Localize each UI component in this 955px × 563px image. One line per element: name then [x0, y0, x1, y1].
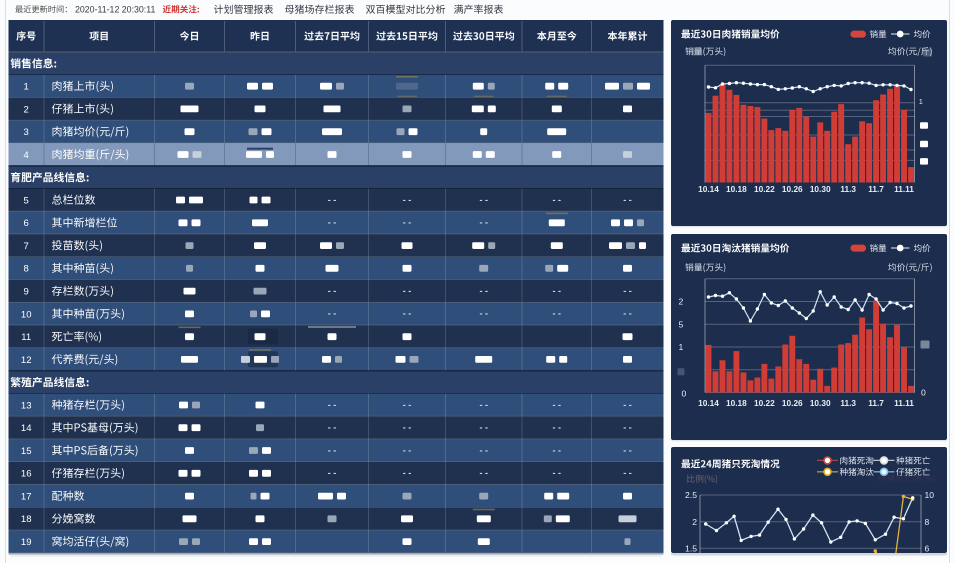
- svg-text:- -: - -: [623, 286, 632, 296]
- svg-text:10.26: 10.26: [782, 398, 803, 408]
- svg-text:- -: - -: [403, 286, 412, 296]
- svg-text:- -: - -: [623, 400, 632, 410]
- svg-text:0: 0: [682, 389, 687, 399]
- svg-text:1: 1: [679, 342, 684, 352]
- svg-text:10.14: 10.14: [698, 398, 719, 408]
- svg-text:5: 5: [24, 195, 29, 206]
- svg-text:- -: - -: [480, 195, 489, 205]
- svg-text:15: 15: [21, 446, 32, 457]
- svg-text:10.14: 10.14: [698, 184, 719, 194]
- svg-text:9: 9: [24, 287, 29, 298]
- svg-text:10.30: 10.30: [810, 184, 831, 194]
- svg-text:- -: - -: [553, 309, 562, 319]
- svg-text:- -: - -: [553, 195, 562, 205]
- svg-text:- -: - -: [403, 195, 412, 205]
- svg-text:- -: - -: [403, 309, 412, 319]
- svg-text:11.3: 11.3: [840, 398, 856, 408]
- svg-text:- -: - -: [480, 400, 489, 410]
- svg-text:19: 19: [21, 537, 32, 548]
- svg-text:11.7: 11.7: [868, 184, 884, 194]
- svg-text:6: 6: [24, 218, 29, 229]
- svg-text:1.5: 1.5: [685, 543, 697, 553]
- svg-text:3: 3: [24, 127, 29, 138]
- svg-text:- -: - -: [328, 286, 337, 296]
- svg-text:- -: - -: [480, 445, 489, 455]
- svg-text:- -: - -: [328, 218, 337, 228]
- svg-text:- -: - -: [403, 468, 412, 478]
- svg-text:- -: - -: [403, 218, 412, 228]
- svg-text:5: 5: [679, 319, 684, 329]
- svg-text:- -: - -: [328, 400, 337, 410]
- svg-text:- -: - -: [553, 445, 562, 455]
- svg-text:10.30: 10.30: [810, 398, 831, 408]
- svg-text:11.11: 11.11: [894, 398, 914, 408]
- svg-text:- -: - -: [553, 286, 562, 296]
- svg-text:17: 17: [21, 492, 32, 503]
- svg-text:- -: - -: [328, 309, 337, 319]
- svg-text:- -: - -: [328, 468, 337, 478]
- svg-text:- -: - -: [623, 423, 632, 433]
- svg-text:2: 2: [24, 104, 29, 115]
- svg-text:10.18: 10.18: [726, 398, 747, 408]
- svg-text:10: 10: [21, 309, 32, 320]
- svg-text:- -: - -: [480, 286, 489, 296]
- svg-text:- -: - -: [480, 423, 489, 433]
- svg-text:11.11: 11.11: [894, 184, 914, 194]
- svg-text:- -: - -: [328, 423, 337, 433]
- svg-text:2: 2: [692, 517, 697, 527]
- svg-text:6: 6: [925, 543, 930, 553]
- svg-text:1: 1: [24, 82, 29, 93]
- svg-text:- -: - -: [623, 445, 632, 455]
- svg-text:11.3: 11.3: [840, 184, 856, 194]
- svg-text:- -: - -: [623, 309, 632, 319]
- svg-text:8: 8: [24, 264, 29, 275]
- svg-text:- -: - -: [328, 445, 337, 455]
- svg-text:- -: - -: [623, 195, 632, 205]
- svg-text:11.7: 11.7: [868, 398, 884, 408]
- svg-text:18: 18: [21, 514, 32, 525]
- svg-text:- -: - -: [480, 309, 489, 319]
- svg-text:10.22: 10.22: [754, 184, 775, 194]
- svg-text:2: 2: [679, 297, 684, 307]
- svg-text:0: 0: [921, 388, 926, 398]
- svg-text:10: 10: [925, 490, 935, 500]
- svg-text:12: 12: [21, 355, 32, 366]
- svg-text:4: 4: [24, 150, 29, 161]
- svg-text:10.18: 10.18: [726, 184, 747, 194]
- svg-text:- -: - -: [480, 468, 489, 478]
- svg-text:- -: - -: [403, 423, 412, 433]
- svg-text:16: 16: [21, 469, 32, 480]
- svg-text:- -: - -: [553, 423, 562, 433]
- svg-text:- -: - -: [403, 445, 412, 455]
- svg-text:7: 7: [24, 241, 29, 252]
- svg-text:1: 1: [919, 97, 923, 106]
- svg-text:14: 14: [21, 423, 32, 434]
- svg-text:8: 8: [925, 517, 930, 527]
- svg-text:10.22: 10.22: [754, 398, 775, 408]
- svg-text:- -: - -: [403, 400, 412, 410]
- svg-text:- -: - -: [553, 468, 562, 478]
- svg-text:2020-11-12 20:30:11: 2020-11-12 20:30:11: [75, 4, 155, 14]
- svg-text:11: 11: [21, 332, 31, 343]
- svg-text:- -: - -: [623, 468, 632, 478]
- svg-text:13: 13: [21, 400, 32, 411]
- svg-text:- -: - -: [553, 400, 562, 410]
- svg-text:2.5: 2.5: [685, 490, 697, 500]
- svg-text:- -: - -: [480, 218, 489, 228]
- svg-text:- -: - -: [328, 195, 337, 205]
- svg-text:10.26: 10.26: [782, 184, 803, 194]
